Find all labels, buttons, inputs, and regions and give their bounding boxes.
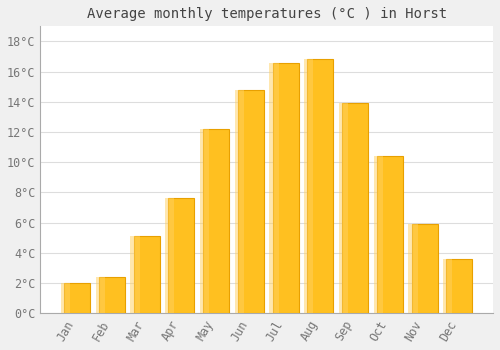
Bar: [99, 277, 125, 313]
Bar: [61, 283, 70, 313]
Bar: [200, 129, 209, 313]
Bar: [64, 283, 90, 313]
Bar: [238, 90, 264, 313]
Bar: [412, 224, 438, 313]
Title: Average monthly temperatures (°C ) in Horst: Average monthly temperatures (°C ) in Ho…: [86, 7, 446, 21]
Bar: [203, 129, 229, 313]
Bar: [272, 63, 298, 313]
Bar: [342, 103, 368, 313]
Bar: [165, 198, 174, 313]
Bar: [408, 224, 418, 313]
Bar: [234, 90, 244, 313]
Bar: [374, 156, 383, 313]
Bar: [96, 277, 105, 313]
Bar: [377, 156, 403, 313]
Bar: [308, 60, 334, 313]
Bar: [443, 259, 452, 313]
Bar: [134, 236, 160, 313]
Bar: [446, 259, 472, 313]
Bar: [168, 198, 194, 313]
Bar: [339, 103, 348, 313]
Bar: [130, 236, 140, 313]
Bar: [270, 63, 278, 313]
Bar: [304, 60, 314, 313]
